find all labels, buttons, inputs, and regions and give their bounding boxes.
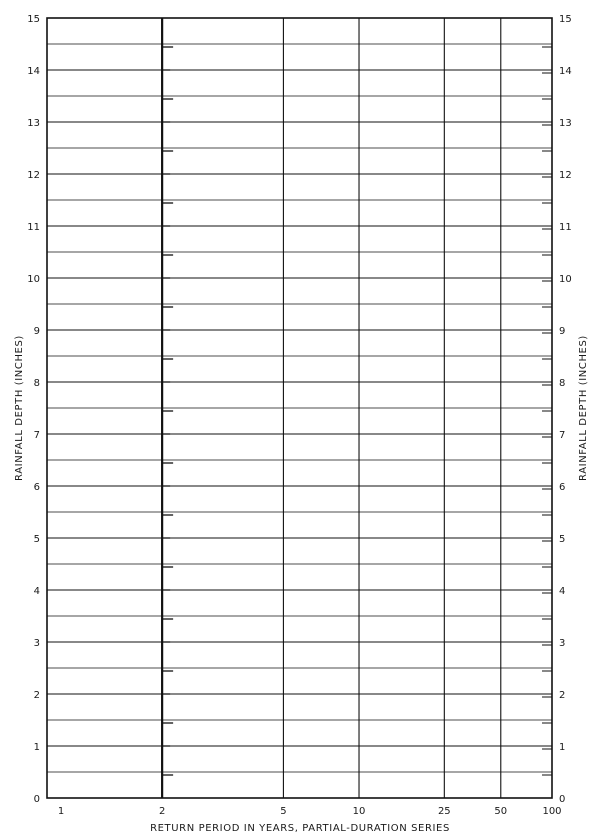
x-tick-label: 2: [159, 806, 165, 817]
y-tick-label-left: 12: [27, 170, 40, 181]
y-tick-label-right: 8: [559, 378, 565, 389]
y-tick-label-left: 11: [27, 222, 40, 233]
y-tick-label-left: 10: [27, 274, 40, 285]
tick-layer: [162, 46, 552, 776]
y-tick-label-left: 1: [34, 742, 40, 753]
y-tick-label-left: 2: [34, 690, 40, 701]
y-tick-label-right: 13: [559, 118, 572, 129]
y-tick-label-right: 1: [559, 742, 565, 753]
y-tick-label-right: 11: [559, 222, 572, 233]
y-tick-label-right: 9: [559, 326, 565, 337]
plot-frame: [46, 17, 553, 799]
y-tick-label-right: 0: [559, 794, 565, 805]
y-tick-label-right: 7: [559, 430, 565, 441]
x-tick-label: 25: [438, 806, 451, 817]
x-tick-label: 100: [542, 806, 561, 817]
grid-layer: [47, 17, 552, 799]
y-tick-label-left: 8: [34, 378, 40, 389]
x-tick-label: 10: [353, 806, 366, 817]
y-tick-label-right: 5: [559, 534, 565, 545]
y-tick-label-left: 14: [27, 66, 40, 77]
y-tick-label-right: 4: [559, 586, 565, 597]
y-tick-label-right: 14: [559, 66, 572, 77]
y-tick-label-left: 5: [34, 534, 40, 545]
y-tick-label-right: 10: [559, 274, 572, 285]
x-tick-label: 1: [58, 806, 64, 817]
y-tick-label-left: 7: [34, 430, 40, 441]
y-tick-label-right: 2: [559, 690, 565, 701]
y-tick-label-left: 9: [34, 326, 40, 337]
y-tick-label-left: 4: [34, 586, 40, 597]
x-axis-title: RETURN PERIOD IN YEARS, PARTIAL-DURATION…: [150, 823, 450, 834]
y-tick-label-left: 3: [34, 638, 40, 649]
y-tick-label-right: 12: [559, 170, 572, 181]
y-tick-label-left: 6: [34, 482, 40, 493]
y-tick-label-right: 6: [559, 482, 565, 493]
y-tick-label-left: 0: [34, 794, 40, 805]
x-tick-label: 50: [494, 806, 507, 817]
x-tick-label: 5: [280, 806, 286, 817]
y-axis-title-right: RAINFALL DEPTH (INCHES): [578, 335, 589, 481]
y-tick-label-left: 13: [27, 118, 40, 129]
y-tick-label-right: 15: [559, 14, 572, 25]
y-tick-label-left: 15: [27, 14, 40, 25]
y-tick-label-right: 3: [559, 638, 565, 649]
y-axis-title-left: RAINFALL DEPTH (INCHES): [14, 335, 25, 481]
